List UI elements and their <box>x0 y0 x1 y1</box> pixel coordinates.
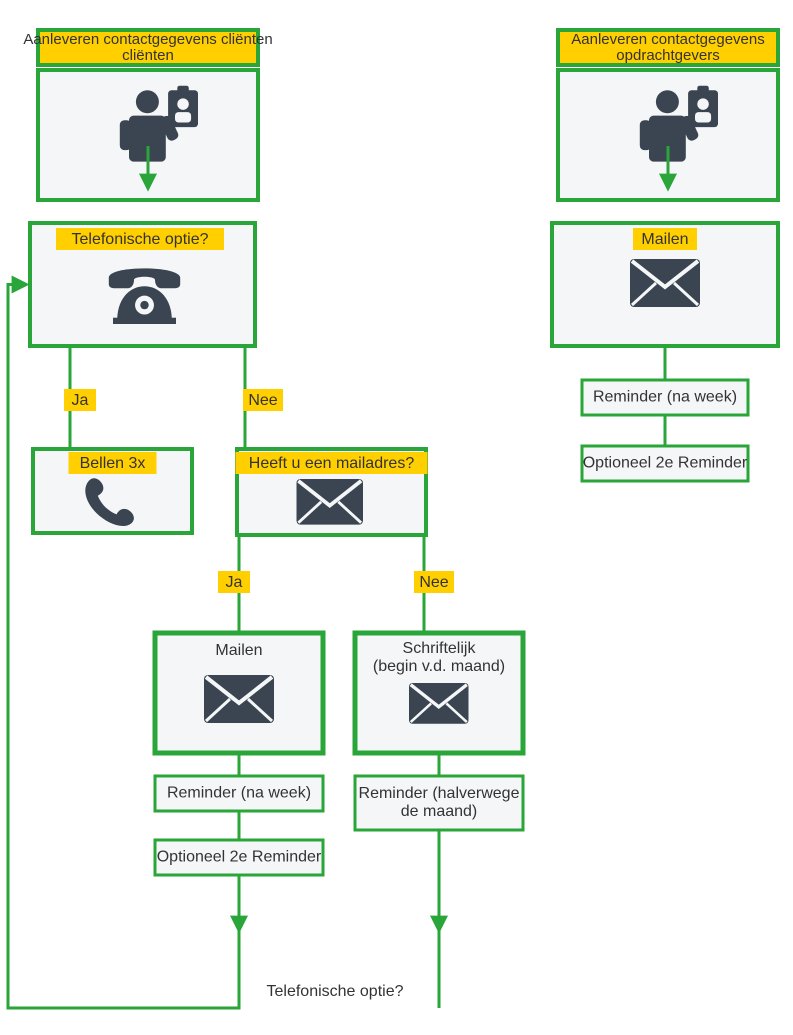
svg-text:Reminder (na week): Reminder (na week) <box>593 389 737 406</box>
svg-text:Aanleveren contactgegevens cli: Aanleveren contactgegevens cliënten <box>23 31 272 48</box>
svg-text:(begin v.d. maand): (begin v.d. maand) <box>373 658 505 675</box>
svg-text:Telefonische optie?: Telefonische optie? <box>72 231 209 248</box>
svg-text:Schriftelijk: Schriftelijk <box>403 640 477 657</box>
envelope-icon <box>204 675 274 723</box>
svg-text:Bellen 3x: Bellen 3x <box>80 455 146 472</box>
envelope-icon <box>297 479 364 525</box>
svg-text:Heeft u een mailadres?: Heeft u een mailadres? <box>249 455 415 472</box>
svg-text:opdrachtgevers: opdrachtgevers <box>616 47 719 64</box>
svg-text:Nee: Nee <box>419 574 448 591</box>
right-mailen-label: Mailen <box>633 228 697 250</box>
envelope-icon <box>630 259 700 307</box>
svg-text:de maand): de maand) <box>401 803 478 820</box>
svg-text:Reminder (halverwege: Reminder (halverwege <box>359 785 520 802</box>
svg-text:Aanleveren contactgegevens: Aanleveren contactgegevens <box>571 31 764 48</box>
q1-label: Telefonische optie? <box>56 228 224 250</box>
q2-label: Heeft u een mailadres? <box>236 452 428 474</box>
svg-text:Ja: Ja <box>226 574 243 591</box>
nee1: Nee <box>243 389 283 411</box>
svg-text:Mailen: Mailen <box>215 642 262 659</box>
svg-text:Reminder (na week): Reminder (na week) <box>167 785 311 802</box>
svg-text:Mailen: Mailen <box>641 231 688 248</box>
envelope-icon <box>409 683 469 724</box>
svg-text:cliënten: cliënten <box>122 47 174 64</box>
ja1: Ja <box>64 389 96 411</box>
svg-text:Optioneel 2e Reminder: Optioneel 2e Reminder <box>583 455 748 472</box>
bellen-label: Bellen 3x <box>69 452 157 474</box>
svg-text:Telefonische optie?: Telefonische optie? <box>267 983 404 1000</box>
nee2: Nee <box>414 571 454 593</box>
ja2: Ja <box>218 571 250 593</box>
svg-text:Nee: Nee <box>248 392 277 409</box>
svg-text:Optioneel 2e Reminder: Optioneel 2e Reminder <box>157 849 322 866</box>
svg-text:Ja: Ja <box>72 392 89 409</box>
